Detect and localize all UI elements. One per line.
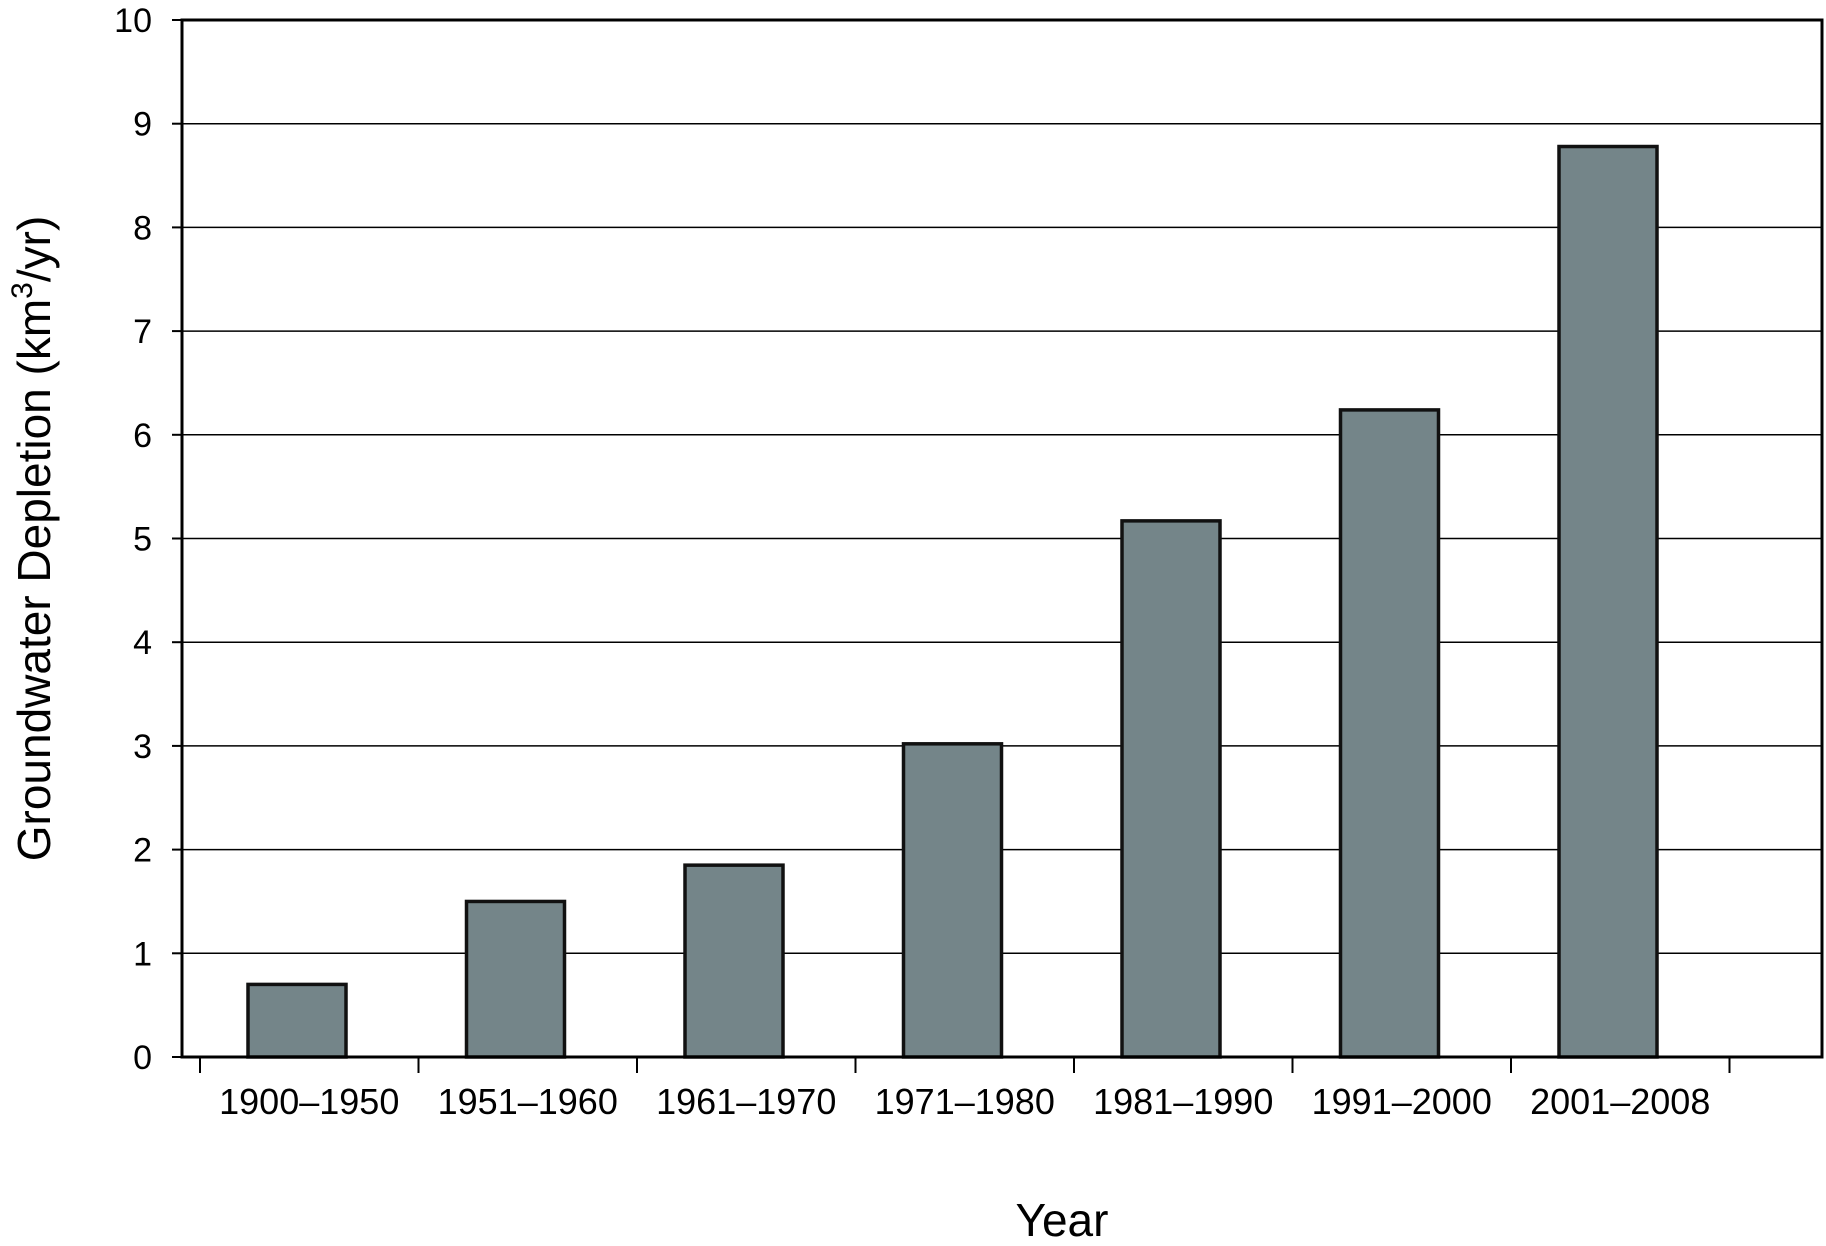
bars bbox=[246, 144, 1659, 1059]
x-tick-label: 1900–1950 bbox=[219, 1081, 399, 1122]
gridlines bbox=[182, 122, 1822, 955]
y-axis-title-prefix: Groundwater Depletion (km bbox=[8, 299, 60, 861]
x-tick-label: 1981–1990 bbox=[1093, 1081, 1273, 1122]
y-axis-title-superscript: 3 bbox=[6, 282, 39, 299]
bar bbox=[464, 899, 567, 1059]
y-tick-label: 8 bbox=[133, 209, 152, 247]
y-tick-label: 3 bbox=[133, 728, 152, 766]
x-tick-label: 1991–2000 bbox=[1312, 1081, 1492, 1122]
y-axis-title-suffix: /yr) bbox=[8, 216, 60, 282]
y-tick-label: 10 bbox=[114, 2, 152, 40]
x-tick-label: 2001–2008 bbox=[1530, 1081, 1710, 1122]
y-tick-label: 1 bbox=[133, 935, 152, 973]
bar bbox=[1338, 408, 1441, 1059]
x-axis-title: Year bbox=[1016, 1194, 1109, 1241]
bar bbox=[683, 863, 785, 1059]
x-tick-label: 1951–1960 bbox=[438, 1081, 618, 1122]
y-axis-title: Groundwater Depletion (km3/yr) bbox=[6, 216, 60, 862]
y-tick-label: 7 bbox=[133, 313, 152, 351]
y-tick-label: 4 bbox=[133, 624, 152, 662]
bar bbox=[901, 742, 1004, 1059]
y-tick-label: 0 bbox=[133, 1039, 152, 1077]
bar bbox=[246, 982, 348, 1059]
axes: 0 1 2 3 4 5 6 7 8 9 10 1900–1950 1951–1960 1961–1970 1… bbox=[114, 2, 1731, 1122]
y-tick-label: 2 bbox=[133, 832, 152, 870]
y-tick-label: 9 bbox=[133, 106, 152, 144]
bar bbox=[1120, 519, 1222, 1059]
x-tick-label: 1971–1980 bbox=[875, 1081, 1055, 1122]
bar bbox=[1557, 144, 1659, 1059]
x-tick-label: 1961–1970 bbox=[656, 1081, 836, 1122]
y-tick-label: 6 bbox=[133, 417, 152, 455]
y-tick-label: 5 bbox=[133, 521, 152, 559]
